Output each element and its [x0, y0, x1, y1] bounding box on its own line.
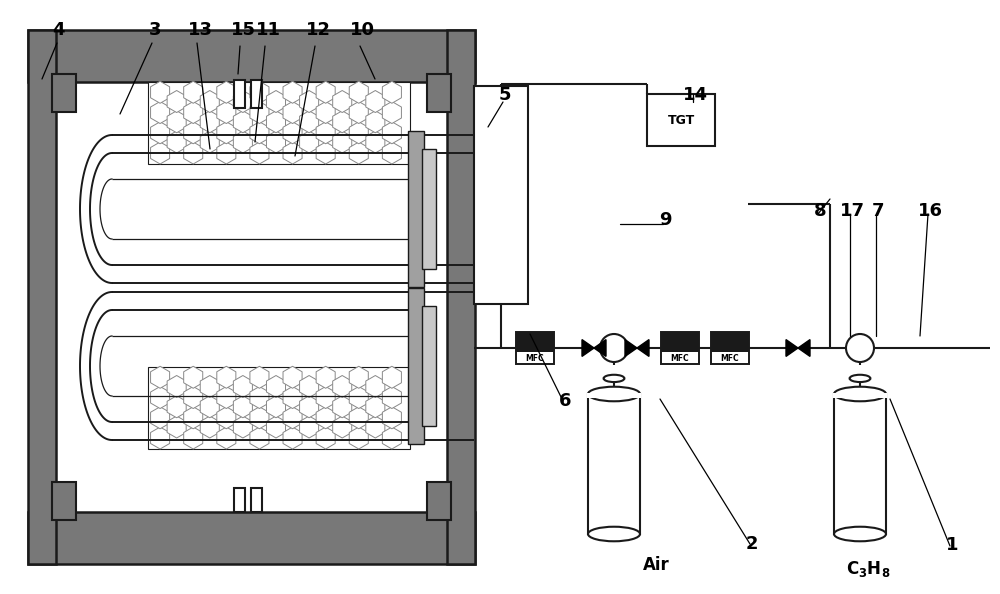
Text: TGT: TGT	[667, 113, 695, 127]
Text: 14: 14	[682, 86, 708, 104]
Bar	[587, 393, 641, 397]
Polygon shape	[798, 340, 810, 356]
Bar	[661, 332, 699, 364]
Text: 4: 4	[52, 21, 64, 39]
Bar	[234, 488, 245, 512]
FancyBboxPatch shape	[42, 55, 464, 539]
Text: 11: 11	[256, 21, 280, 39]
Text: 8: 8	[814, 202, 826, 220]
Text: 17: 17	[840, 202, 864, 220]
Bar	[661, 332, 699, 352]
Text: MFC: MFC	[671, 354, 689, 363]
Text: 3: 3	[149, 21, 161, 39]
Bar	[52, 74, 76, 112]
Ellipse shape	[846, 334, 874, 362]
Bar	[28, 512, 475, 564]
Ellipse shape	[588, 527, 640, 541]
Bar	[588, 394, 640, 534]
Bar	[474, 86, 528, 304]
Bar	[408, 288, 424, 444]
Text: 5: 5	[499, 86, 511, 104]
Ellipse shape	[834, 527, 886, 541]
Polygon shape	[637, 340, 649, 356]
Polygon shape	[625, 340, 637, 356]
Bar	[834, 394, 886, 534]
Polygon shape	[582, 340, 594, 356]
Bar	[52, 482, 76, 520]
Text: MFC: MFC	[526, 354, 544, 363]
Bar	[711, 332, 749, 352]
Bar	[408, 131, 424, 287]
Bar	[28, 30, 56, 564]
Text: 16: 16	[918, 202, 942, 220]
Bar	[427, 74, 451, 112]
Bar	[148, 367, 410, 449]
Text: 1: 1	[946, 536, 958, 554]
Bar	[422, 149, 436, 269]
Text: 12: 12	[306, 21, 330, 39]
Ellipse shape	[850, 375, 870, 382]
Text: 10: 10	[350, 21, 374, 39]
Text: MFC: MFC	[721, 354, 739, 363]
Text: 9: 9	[659, 211, 671, 229]
Bar	[833, 393, 887, 397]
Bar	[647, 94, 715, 146]
Bar	[516, 332, 554, 364]
Bar	[447, 30, 475, 564]
Ellipse shape	[834, 387, 886, 402]
Text: 6: 6	[559, 392, 571, 410]
Text: 2: 2	[746, 535, 758, 552]
Bar	[516, 332, 554, 352]
Bar	[251, 80, 262, 108]
Bar	[28, 30, 475, 82]
Polygon shape	[594, 340, 606, 356]
Bar	[427, 482, 451, 520]
Bar	[711, 332, 749, 364]
Text: 13: 13	[188, 21, 212, 39]
Text: 7: 7	[872, 202, 884, 220]
Text: 15: 15	[230, 21, 256, 39]
Polygon shape	[786, 340, 798, 356]
Ellipse shape	[600, 334, 628, 362]
Bar	[251, 488, 262, 512]
Bar	[234, 80, 245, 108]
Ellipse shape	[604, 375, 624, 382]
Text: $\mathbf{C_3H_8}$: $\mathbf{C_3H_8}$	[846, 559, 890, 579]
Text: Air: Air	[643, 557, 669, 574]
Ellipse shape	[588, 387, 640, 402]
Bar	[148, 82, 410, 164]
Bar	[422, 306, 436, 426]
